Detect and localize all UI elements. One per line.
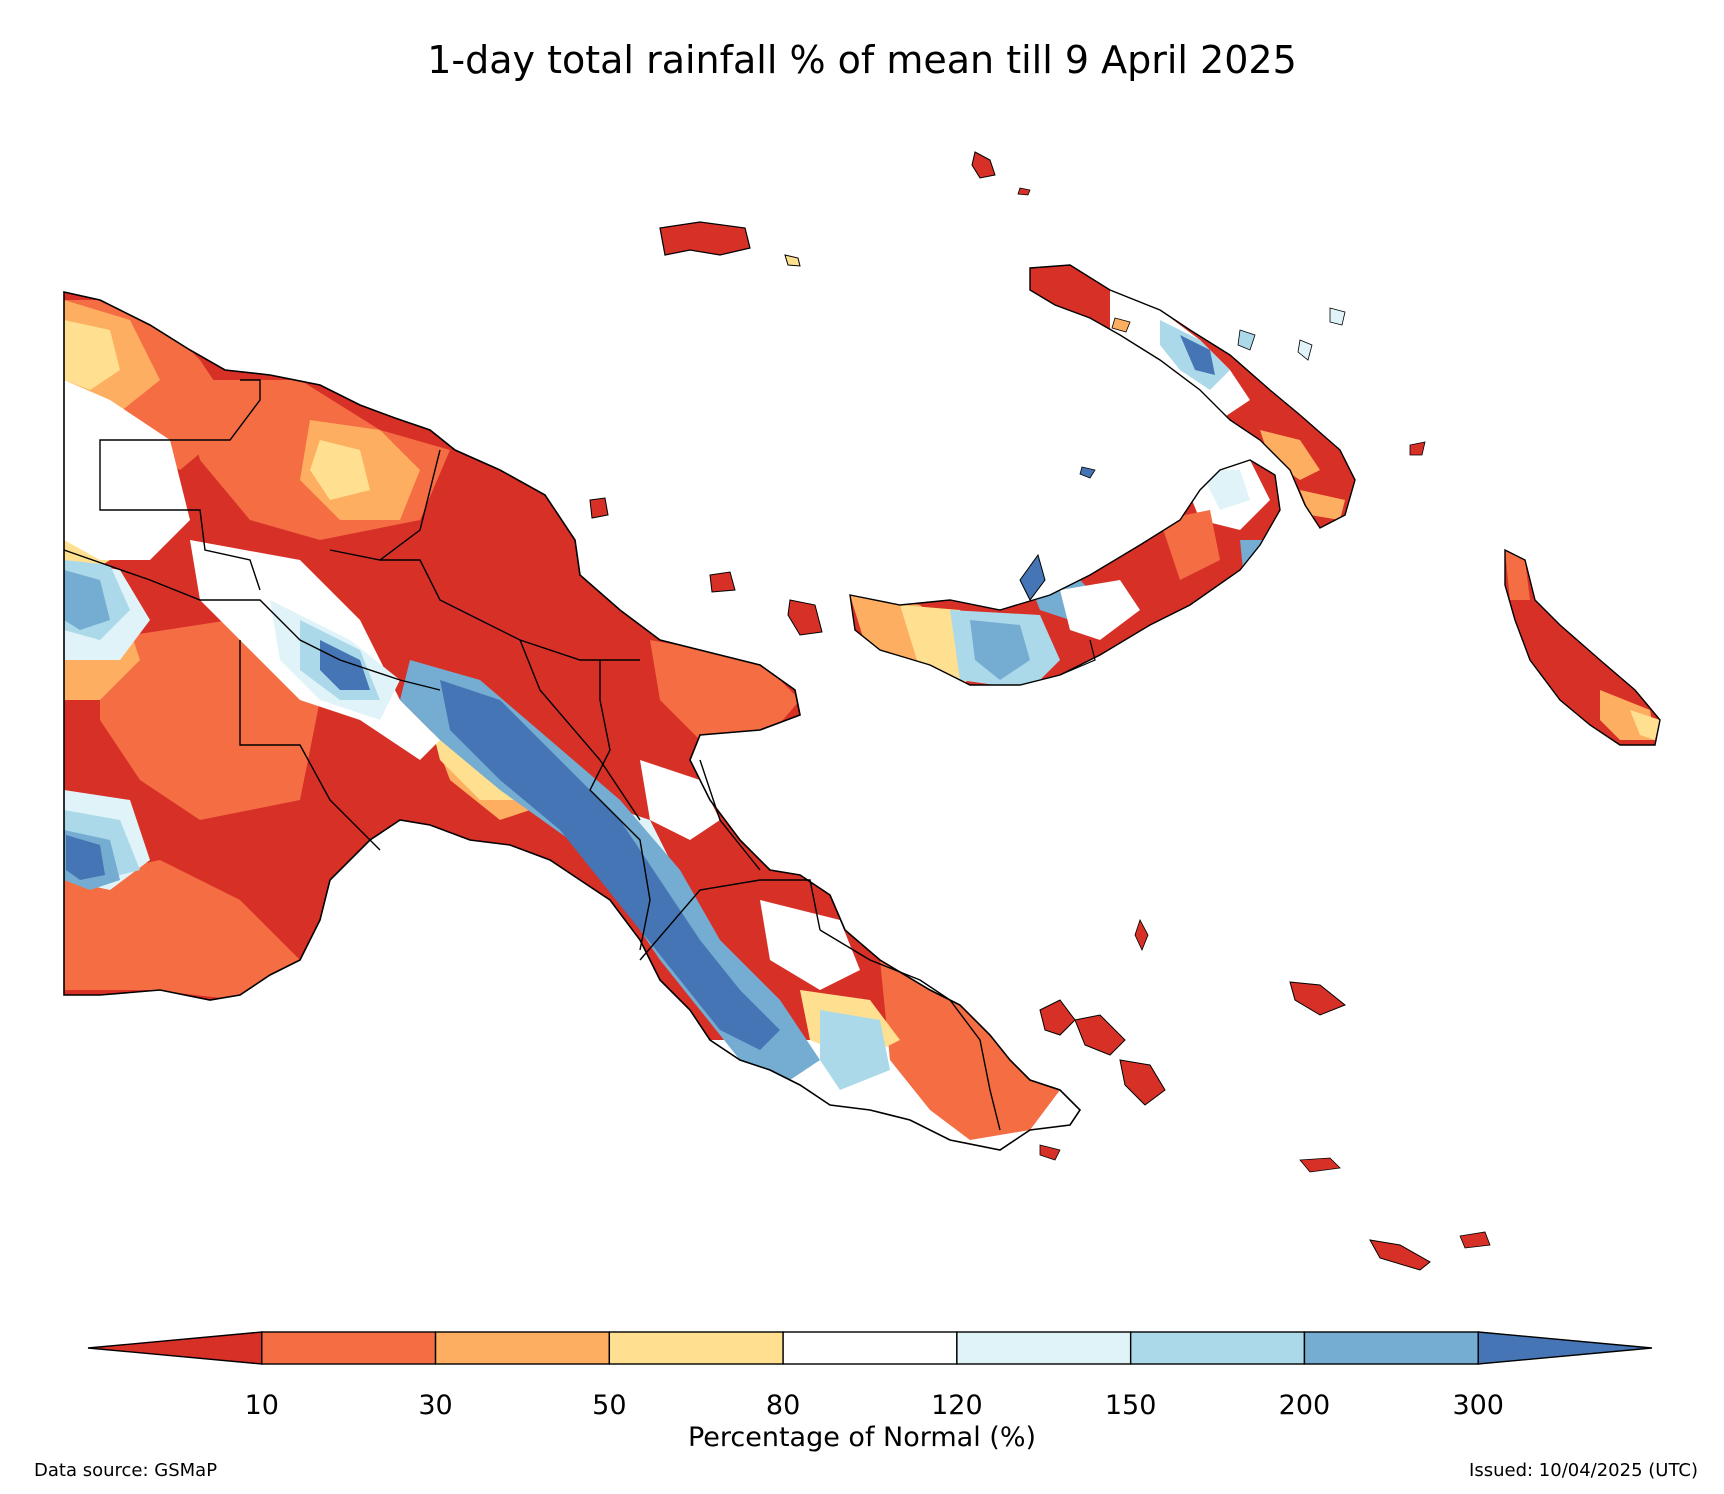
colorbar-tick-label: 80 <box>765 1390 801 1421</box>
colorbar-segment <box>956 1331 1132 1365</box>
colorbar-segment <box>782 1331 958 1365</box>
colorbar-tick-label: 10 <box>244 1390 279 1421</box>
rainfall-map <box>63 151 1661 1271</box>
colorbar-tick-label: 120 <box>931 1390 983 1421</box>
colorbar-segment <box>261 1331 437 1365</box>
colorbar-segment <box>434 1331 611 1365</box>
colorbar-title: Percentage of Normal (%) <box>687 1422 1037 1453</box>
colorbar-tick-label: 30 <box>418 1390 453 1421</box>
map-title: 1-day total rainfall % of mean till 9 Ap… <box>427 38 1297 82</box>
colorbar-segment <box>1129 1331 1306 1365</box>
issued-date: Issued: 10/04/2025 (UTC) <box>1469 1460 1698 1481</box>
colorbar <box>87 1331 1653 1365</box>
data-source: Data source: GSMaP <box>34 1460 218 1481</box>
colorbar-tick-label: 200 <box>1278 1390 1331 1421</box>
colorbar-extend-high <box>1477 1331 1653 1365</box>
colorbar-segment <box>608 1331 784 1365</box>
colorbar-tick-label: 50 <box>592 1390 627 1421</box>
colorbar-tick-label: 150 <box>1104 1390 1157 1421</box>
colorbar-segment <box>1303 1331 1479 1365</box>
colorbar-tick-label: 300 <box>1452 1390 1504 1421</box>
colorbar-extend-low <box>87 1331 263 1365</box>
